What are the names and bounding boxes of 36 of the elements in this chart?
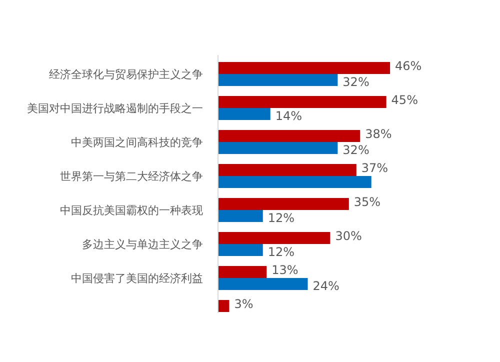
bar xyxy=(218,62,390,74)
y-tick-label: 中国侵害了美国的经济利益 xyxy=(71,272,203,285)
y-tick-label: 多边主义与单边主义之争 xyxy=(82,238,203,251)
data-label: 14% xyxy=(275,109,302,123)
data-label: 45% xyxy=(391,93,418,107)
bar xyxy=(218,142,338,154)
bar xyxy=(218,130,360,142)
bar xyxy=(218,176,372,188)
data-label: 12% xyxy=(268,245,295,259)
y-tick-label: 经济全球化与贸易保护主义之争 xyxy=(49,68,203,81)
data-label: 35% xyxy=(354,195,381,209)
data-label: 30% xyxy=(335,229,362,243)
y-tick-label: 美国对中国进行战略遏制的手段之一 xyxy=(27,102,203,115)
y-tick-label: 中美两国之间高科技的竞争 xyxy=(71,136,203,149)
bar xyxy=(218,244,263,256)
bar xyxy=(218,278,308,290)
data-label: 38% xyxy=(365,127,392,141)
bar xyxy=(218,198,349,210)
data-label: 32% xyxy=(342,75,370,89)
bar xyxy=(218,210,263,222)
y-tick-label: 世界第一与第二大经济体之争 xyxy=(60,170,203,183)
y-tick-label: 中国反抗美国霸权的一种表现 xyxy=(60,204,203,217)
data-label: 3% xyxy=(234,297,254,311)
bar xyxy=(218,300,230,312)
data-label: 37% xyxy=(361,161,388,175)
data-label: 13% xyxy=(272,263,298,277)
bar xyxy=(218,96,386,108)
bar xyxy=(218,74,338,86)
data-label: 46% xyxy=(395,59,422,73)
data-label: 32% xyxy=(342,143,370,157)
data-label: 24% xyxy=(312,279,340,293)
bar xyxy=(218,164,356,176)
bar xyxy=(218,232,330,244)
bar xyxy=(218,108,270,120)
data-label: 12% xyxy=(268,211,295,225)
bar xyxy=(218,266,267,278)
